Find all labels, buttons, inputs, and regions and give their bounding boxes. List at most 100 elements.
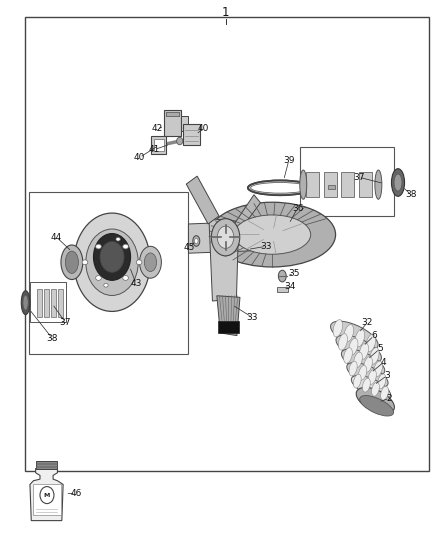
Bar [341, 172, 354, 197]
Ellipse shape [333, 320, 343, 337]
Ellipse shape [344, 325, 353, 342]
Ellipse shape [349, 361, 357, 376]
Text: 38: 38 [405, 190, 417, 199]
Text: 1: 1 [222, 6, 230, 19]
Bar [154, 139, 163, 151]
Ellipse shape [123, 276, 128, 280]
Ellipse shape [95, 244, 101, 249]
Bar [58, 289, 63, 317]
Polygon shape [209, 219, 239, 301]
Ellipse shape [375, 170, 382, 199]
Text: 2: 2 [386, 394, 392, 403]
Text: 32: 32 [362, 318, 373, 327]
Text: 33: 33 [261, 242, 272, 251]
Text: 37: 37 [60, 318, 71, 327]
Bar [25, 17, 428, 471]
Ellipse shape [86, 229, 138, 295]
Ellipse shape [193, 236, 200, 246]
Polygon shape [30, 469, 63, 521]
Bar [183, 124, 200, 146]
Ellipse shape [347, 362, 388, 387]
Text: 4: 4 [381, 358, 386, 367]
Text: 43: 43 [131, 279, 142, 288]
Text: 44: 44 [51, 233, 62, 242]
Ellipse shape [100, 241, 124, 272]
Ellipse shape [74, 213, 150, 311]
Ellipse shape [65, 251, 78, 273]
Ellipse shape [104, 284, 108, 287]
Text: 34: 34 [284, 282, 295, 291]
Text: M: M [44, 492, 50, 498]
Ellipse shape [95, 276, 101, 280]
Text: 46: 46 [70, 489, 81, 498]
Text: 5: 5 [377, 344, 382, 353]
Ellipse shape [370, 348, 379, 364]
Ellipse shape [177, 138, 183, 145]
Ellipse shape [381, 386, 389, 400]
Ellipse shape [234, 215, 311, 254]
Ellipse shape [279, 270, 286, 282]
Text: 38: 38 [46, 334, 58, 343]
Ellipse shape [248, 180, 312, 195]
Ellipse shape [251, 182, 310, 193]
Ellipse shape [212, 219, 240, 256]
Text: 45: 45 [184, 244, 195, 253]
Bar [35, 461, 57, 469]
Ellipse shape [394, 174, 402, 191]
Ellipse shape [136, 260, 142, 265]
Bar [51, 289, 56, 317]
Ellipse shape [368, 370, 376, 384]
Bar [328, 185, 335, 189]
Ellipse shape [336, 335, 381, 362]
Text: 36: 36 [292, 204, 304, 213]
Ellipse shape [374, 361, 382, 377]
Polygon shape [234, 195, 261, 229]
Ellipse shape [366, 334, 376, 352]
Ellipse shape [363, 378, 370, 392]
Bar [277, 287, 288, 292]
Bar [164, 110, 180, 136]
Ellipse shape [82, 260, 88, 265]
Ellipse shape [116, 237, 120, 241]
Bar [166, 112, 179, 116]
Ellipse shape [353, 374, 361, 388]
Bar [180, 116, 188, 131]
Ellipse shape [331, 321, 378, 350]
Bar [44, 289, 49, 317]
Text: 40: 40 [134, 153, 145, 162]
Ellipse shape [93, 233, 131, 280]
Polygon shape [217, 296, 240, 336]
Ellipse shape [344, 348, 352, 364]
Ellipse shape [355, 329, 364, 347]
Ellipse shape [392, 168, 405, 196]
Bar [166, 112, 179, 116]
Polygon shape [188, 221, 258, 253]
Ellipse shape [123, 244, 128, 249]
Polygon shape [186, 176, 219, 224]
Bar [151, 136, 166, 154]
Ellipse shape [371, 382, 379, 396]
Ellipse shape [217, 226, 234, 248]
Bar [306, 172, 319, 197]
Ellipse shape [356, 387, 394, 414]
Bar [359, 172, 372, 197]
Text: 39: 39 [283, 156, 295, 165]
Bar [29, 192, 188, 354]
Ellipse shape [351, 375, 391, 399]
Ellipse shape [23, 295, 28, 310]
Bar [218, 321, 239, 333]
Bar [30, 282, 66, 322]
Ellipse shape [157, 142, 163, 149]
Bar [300, 147, 394, 216]
Text: 40: 40 [198, 124, 209, 133]
Bar [324, 172, 337, 197]
Ellipse shape [359, 366, 367, 380]
Bar [37, 289, 42, 317]
Text: 35: 35 [288, 269, 300, 278]
Text: 37: 37 [353, 173, 364, 182]
Ellipse shape [360, 343, 368, 359]
Ellipse shape [360, 395, 394, 416]
Ellipse shape [300, 170, 307, 199]
Ellipse shape [341, 349, 385, 375]
Ellipse shape [339, 334, 347, 350]
